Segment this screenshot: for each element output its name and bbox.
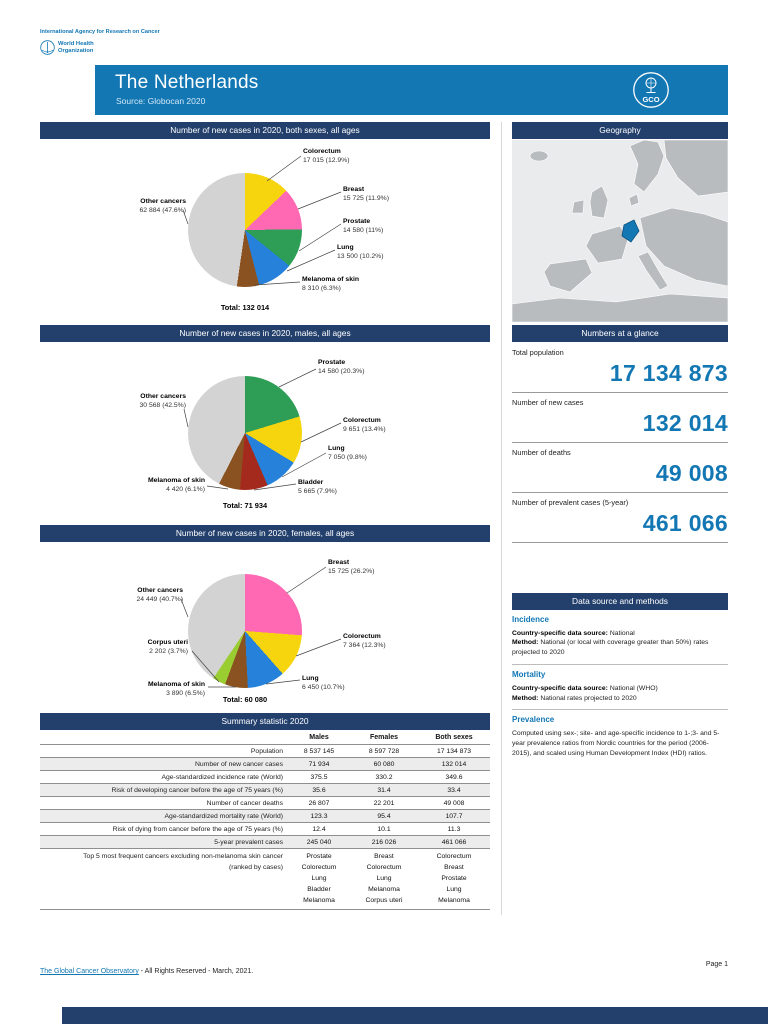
who-logo-text: World Health Organization	[58, 40, 94, 54]
slice-label-colorectum: Colorectum 9 651 (13.4%)	[343, 417, 386, 433]
prevalence-heading: Prevalence	[512, 715, 555, 725]
glance-value: 461 066	[642, 510, 728, 536]
footer: The Global Cancer Observatory - All Righ…	[40, 968, 253, 975]
page-title: The Netherlands	[115, 72, 259, 93]
gco-link[interactable]: The Global Cancer Observatory	[40, 968, 139, 975]
netherlands-shape	[621, 219, 640, 243]
slice-label-melanoma: Melanoma of skin 4 420 (6.1%)	[147, 477, 205, 493]
summary-table: Males Females Both sexes Population 8 537…	[40, 731, 490, 910]
glance-item-new-cases: Number of new cases 132 014	[512, 393, 728, 443]
pie-chart-males: Prostate 14 580 (20.3%) Colorectum 9 651 (…	[40, 343, 490, 523]
glance-value: 132 014	[642, 410, 728, 436]
col-header-males: Males	[309, 734, 329, 741]
pie-total-both: Total: 132 014	[220, 303, 270, 312]
slice-label-melanoma: Melanoma of skin 3 890 (6.5%)	[147, 681, 205, 697]
incidence-method: Method: National (or local with coverage…	[512, 639, 709, 657]
slice-label-other: Other cancers 30 568 (42.5%)	[139, 393, 186, 409]
pie-chart-both-sexes: Colorectum 17 015 (12.9%) Breast 15 725 (1…	[40, 140, 490, 325]
slice-label-lung: Lung 6 450 (10.7%)	[302, 675, 345, 691]
table-row: Number of new cancer cases 71 934 60 080 1…	[40, 757, 490, 771]
col-header-females: Females	[369, 734, 399, 741]
glance-value: 17 134 873	[609, 360, 728, 386]
table-row: Risk of developing cancer before the age…	[40, 783, 490, 797]
bottom-bar	[62, 1007, 768, 1024]
header-band: The Netherlands Source: Globocan 2020 GC…	[95, 65, 728, 115]
section-title-geography: Geography	[512, 122, 728, 139]
column-divider	[501, 122, 502, 915]
table-row-top5: Top 5 most frequent cancers excluding no…	[40, 848, 490, 910]
glance-item-deaths: Number of deaths 49 008	[512, 443, 728, 493]
slice-label-lung: Lung 7 050 (9.8%)	[328, 445, 367, 461]
mortality-method: Method: National rates projected to 2020	[512, 694, 637, 702]
section-title-summary: Summary statistic 2020	[40, 713, 490, 730]
page-number: Page 1	[705, 961, 728, 968]
prevalence-text: Computed using sex-; site- and age-speci…	[512, 730, 720, 757]
pie-males	[188, 376, 302, 490]
table-row: Risk of dying from cancer before the age…	[40, 822, 490, 836]
table-header-row: Males Females Both sexes	[40, 731, 490, 745]
section-title-females: Number of new cases in 2020, females, al…	[40, 525, 490, 542]
europe-map	[511, 139, 729, 323]
pie-total-females: Total: 60 080	[222, 695, 268, 704]
slice-label-colorectum: Colorectum 7 364 (12.3%)	[343, 633, 386, 649]
slice-label-melanoma: Melanoma of skin 8 310 (6.3%)	[302, 276, 360, 292]
table-row: Number of cancer deaths 26 807 22 201 49 0…	[40, 796, 490, 810]
pie-females	[188, 574, 302, 688]
table-row: 5-year prevalent cases 245 040 216 026 461…	[40, 835, 490, 849]
table-row: Age-standardized mortality rate (World) 1…	[40, 809, 490, 823]
mortality-heading: Mortality	[512, 670, 546, 680]
who-logo: World Health Organization	[40, 40, 94, 55]
geography-map	[511, 139, 729, 323]
section-title-males: Number of new cases in 2020, males, all …	[40, 325, 490, 342]
numbers-at-a-glance: Total population 17 134 873 Number of ne…	[512, 343, 728, 543]
table-row: Age-standardized incidence rate (World) 3…	[40, 770, 490, 784]
mortality-source: Country-specific data source: National (…	[512, 684, 658, 692]
incidence-heading: Incidence	[512, 615, 549, 624]
slice-label-other: Other cancers 24 449 (40.7%)	[136, 587, 183, 603]
section-title-data-source: Data source and methods	[512, 593, 728, 610]
table-row: Population 8 537 145 8 597 728 17 134 873	[40, 744, 490, 758]
page-source: Source: Globocan 2020	[116, 96, 206, 106]
glance-item-prevalent: Number of prevalent cases (5-year) 461 0…	[512, 493, 728, 543]
slice-label-prostate: Prostate 14 580 (11%)	[343, 218, 384, 234]
col-header-both: Both sexes	[435, 734, 473, 741]
slice-label-lung: Lung 13 500 (10.2%)	[337, 244, 384, 260]
section-title-both-sexes: Number of new cases in 2020, both sexes,…	[40, 122, 490, 139]
slice-label-breast: Breast 15 725 (26.2%)	[328, 559, 375, 575]
section-title-glance: Numbers at a glance	[512, 325, 728, 342]
footer-text: - All Rights Reserved - March, 2021.	[138, 968, 254, 975]
svg-text:GCO: GCO	[642, 95, 659, 104]
pie-both-sexes	[188, 173, 302, 287]
divider	[512, 664, 728, 666]
divider	[512, 709, 728, 711]
slice-label-other: Other cancers 62 884 (47.6%)	[139, 198, 186, 214]
gco-logo-icon: GCO	[633, 72, 669, 108]
pie-total-males: Total: 71 934	[222, 501, 268, 510]
slice-label-bladder: Bladder 5 665 (7.9%)	[298, 479, 337, 495]
glance-value: 49 008	[655, 460, 728, 486]
who-emblem-icon	[40, 40, 55, 55]
pie-chart-females: Breast 15 725 (26.2%) Colorectum 7 364 (12…	[40, 543, 490, 713]
incidence-source: Country-specific data source: National	[512, 629, 635, 637]
slice-label-breast: Breast 15 725 (11.9%)	[343, 186, 389, 202]
data-source-methods: Incidence Country-specific data source: …	[512, 611, 728, 759]
slice-label-prostate: Prostate 14 580 (20.3%)	[318, 359, 365, 375]
slice-label-colorectum: Colorectum 17 015 (12.9%)	[303, 148, 350, 164]
glance-item-population: Total population 17 134 873	[512, 343, 728, 393]
iarc-logo: International Agency for Research on Can…	[40, 29, 160, 35]
slice-label-corpus-uteri: Corpus uteri 2 202 (3.7%)	[147, 639, 188, 655]
